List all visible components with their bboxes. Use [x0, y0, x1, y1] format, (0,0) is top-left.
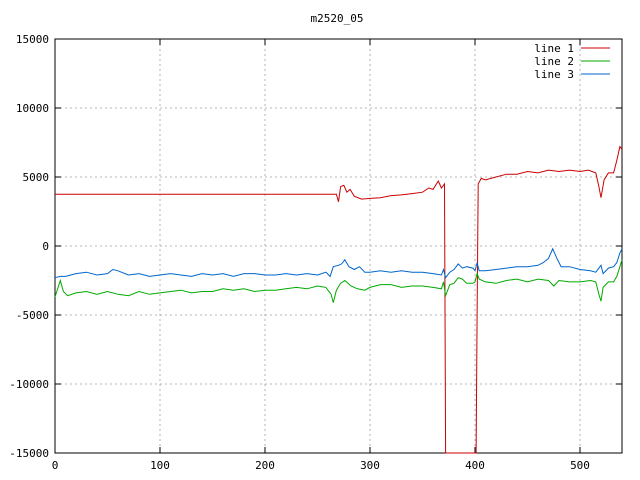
series-line-2	[54, 259, 623, 303]
y-tick-label: -15000	[9, 447, 49, 460]
y-tick-label: 10000	[16, 102, 49, 115]
chart-title: m2520_05	[311, 12, 364, 25]
series-line-1	[55, 145, 623, 454]
x-tick-label: 100	[150, 459, 170, 472]
x-tick-label: 300	[360, 459, 380, 472]
x-tick-label: 500	[570, 459, 590, 472]
y-tick-label: 15000	[16, 33, 49, 46]
legend-label-1: line 1	[534, 42, 574, 55]
x-tick-label: 200	[255, 459, 275, 472]
legend-label-2: line 2	[534, 55, 574, 68]
series-line-3	[54, 247, 623, 279]
y-tick-label: 5000	[23, 171, 50, 184]
legend-label-3: line 3	[534, 68, 574, 81]
y-tick-label: -5000	[16, 309, 49, 322]
series-group	[54, 145, 623, 454]
grid-lines	[55, 39, 622, 453]
y-tick-label: -10000	[9, 378, 49, 391]
axis-ticks: 0 100 200 300 400 500 -15000 -10000 -5000 0 5000 10…	[9, 33, 622, 472]
x-tick-label: 400	[465, 459, 485, 472]
y-tick-label: 0	[42, 240, 49, 253]
x-tick-label: 0	[52, 459, 59, 472]
